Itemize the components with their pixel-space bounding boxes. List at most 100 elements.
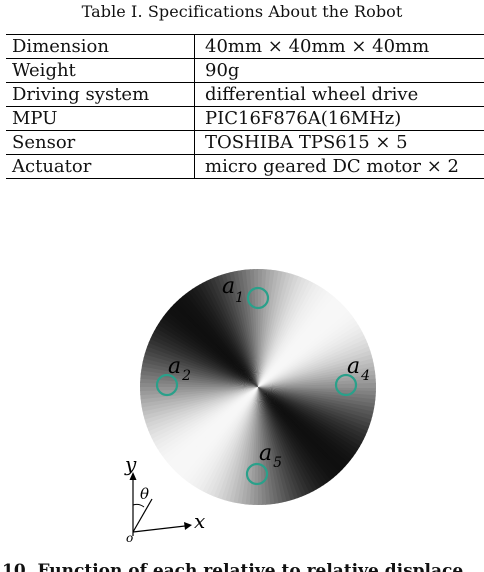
gradient-wedge xyxy=(258,276,332,387)
theta-label: θ xyxy=(140,485,149,503)
gradient-wedge xyxy=(258,373,376,387)
gradient-wedge xyxy=(167,289,258,387)
gradient-wedge xyxy=(258,387,342,491)
gradient-wedge xyxy=(145,317,258,387)
gradient-wedge xyxy=(258,387,307,505)
gradient-wedge xyxy=(170,387,258,487)
gradient-wedge xyxy=(258,274,328,387)
x-axis-arrowhead xyxy=(184,522,192,530)
gradient-wedge xyxy=(258,306,364,387)
gradient-wedge xyxy=(258,387,373,454)
gradient-wedge xyxy=(140,387,258,401)
sensor-label-a5: a5 xyxy=(259,441,282,471)
sensor-a5-ring xyxy=(245,462,269,486)
gradient-wedge xyxy=(258,279,336,387)
gradient-wedge xyxy=(258,387,299,505)
gradient-wedge xyxy=(140,387,258,436)
row-value-driving-system: differential wheel drive xyxy=(194,82,484,107)
gradient-wedge xyxy=(258,387,294,505)
gradient-wedge xyxy=(155,302,258,387)
gradient-wedge xyxy=(258,272,325,387)
row-value-weight: 90g xyxy=(194,58,484,83)
gradient-wedge xyxy=(140,387,258,423)
gradient-wedge xyxy=(258,387,366,465)
sensor-a4-ring xyxy=(334,373,358,397)
sensor-a2-ring xyxy=(155,373,179,397)
row-value-actuator: micro geared DC motor × 2 xyxy=(194,154,484,179)
gradient-wedge xyxy=(174,283,258,387)
gradient-wedge xyxy=(258,368,376,387)
gradient-wedge xyxy=(239,269,258,387)
gradient-wedge xyxy=(258,290,350,387)
table-caption: Table I. Specifications About the Robot xyxy=(81,2,403,21)
gradient-wedge xyxy=(258,387,281,505)
gradient-wedge xyxy=(235,269,258,387)
angular-gradient-disc xyxy=(140,269,376,505)
y-axis-arrowhead xyxy=(129,472,137,480)
gradient-wedge xyxy=(258,355,376,387)
theta-direction-line xyxy=(132,498,153,533)
gradient-wedge xyxy=(258,287,346,387)
table-row: Dimension 40mm × 40mm × 40mm xyxy=(6,34,484,59)
gradient-wedge xyxy=(258,300,359,387)
gradient-wedge xyxy=(140,387,258,410)
gradient-wedge xyxy=(258,346,376,387)
gradient-wedge xyxy=(157,387,258,474)
gradient-wedge xyxy=(258,387,277,505)
specifications-table: Dimension 40mm × 40mm × 40mm Weight 90g … xyxy=(6,34,484,179)
gradient-wedge xyxy=(258,387,327,501)
sensor-label-a4: a4 xyxy=(347,354,370,384)
gradient-wedge xyxy=(188,387,258,500)
gradient-wedge xyxy=(258,387,290,505)
gradient-wedge xyxy=(150,309,258,387)
gradient-wedge xyxy=(140,387,258,449)
row-label-sensor: Sensor xyxy=(6,130,195,155)
gradient-wedge xyxy=(140,387,258,428)
gradient-wedge xyxy=(258,284,343,387)
gradient-wedge xyxy=(258,387,335,496)
gradient-wedge xyxy=(201,269,258,387)
gradient-wedge xyxy=(140,387,258,432)
gradient-wedge xyxy=(140,387,258,419)
gradient-wedge xyxy=(258,318,372,387)
gradient-wedge xyxy=(205,269,258,387)
gradient-wedge xyxy=(258,351,376,387)
gradient-wedge xyxy=(160,387,258,478)
gradient-wedge xyxy=(171,286,258,387)
gradient-wedge xyxy=(185,276,258,387)
row-value-dimension: 40mm × 40mm × 40mm xyxy=(194,34,484,59)
gradient-wedge xyxy=(258,293,353,387)
table-row: Actuator micro geared DC motor × 2 xyxy=(6,154,484,179)
gradient-wedge xyxy=(258,387,315,505)
row-label-dimension: Dimension xyxy=(6,34,195,59)
gradient-wedge xyxy=(173,387,258,490)
gradient-wedge xyxy=(258,387,369,461)
gradient-wedge xyxy=(163,387,258,481)
gradient-wedge xyxy=(258,387,355,479)
gradient-wedge xyxy=(244,269,258,387)
gradient-wedge xyxy=(158,299,258,387)
gradient-wedge xyxy=(258,387,361,472)
theta-arc xyxy=(132,503,145,508)
gradient-wedge xyxy=(258,359,376,387)
gradient-wedge xyxy=(258,364,376,387)
gradient-wedge xyxy=(258,387,320,505)
gradient-wedge xyxy=(142,387,258,452)
x-axis-label: x xyxy=(194,509,205,533)
gradient-wedge xyxy=(258,325,376,387)
origin-label: o xyxy=(126,531,133,545)
gradient-wedge xyxy=(217,269,258,387)
gradient-wedge xyxy=(230,269,258,387)
gradient-wedge xyxy=(258,338,376,387)
gradient-wedge xyxy=(161,295,258,387)
gradient-wedge xyxy=(164,292,258,387)
sensor-label-a1: a1 xyxy=(222,274,244,306)
gradient-wedge xyxy=(258,387,286,505)
gradient-wedge xyxy=(166,387,258,484)
row-label-mpu: MPU xyxy=(6,106,195,131)
gradient-wedge xyxy=(258,387,268,505)
gradient-wedge xyxy=(258,387,352,482)
gradient-wedge xyxy=(258,342,376,387)
gradient-wedge xyxy=(152,387,258,468)
gradient-wedge xyxy=(143,320,258,387)
